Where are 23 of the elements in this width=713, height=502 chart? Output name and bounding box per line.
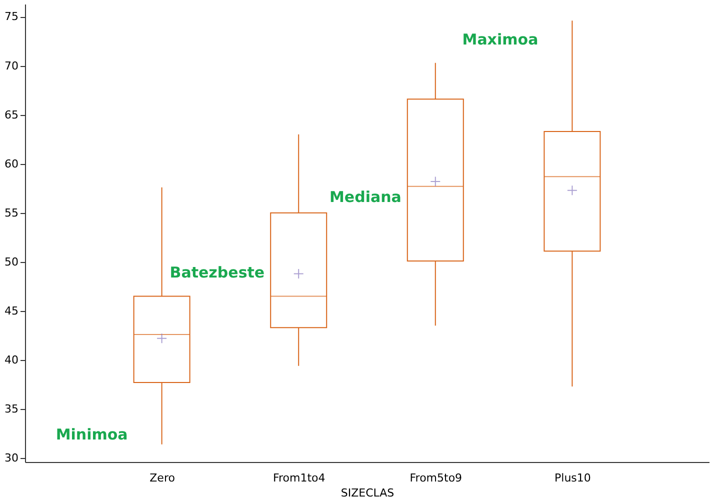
x-axis-title: SIZECLAS	[340, 486, 394, 500]
x-tick-label: Zero	[150, 472, 176, 484]
y-tick-label: 70	[4, 59, 18, 72]
y-tick-label: 50	[4, 255, 18, 268]
y-tick-label: 60	[4, 157, 18, 170]
x-tick-label: From5to9	[410, 472, 462, 484]
x-tick-label: Plus10	[554, 472, 591, 484]
annotation: Minimoa	[56, 426, 128, 444]
y-tick-label: 35	[4, 402, 18, 416]
y-tick-label: 30	[4, 452, 18, 465]
annotation: Mediana	[329, 188, 402, 206]
annotation: Maximoa	[462, 30, 538, 48]
point	[566, 185, 578, 196]
y-tick-label: 40	[4, 354, 18, 367]
x-tick-label: From1to4	[272, 472, 326, 484]
annotation: Batezbeste	[170, 264, 265, 282]
y-tick-label: 65	[4, 108, 18, 122]
point	[430, 176, 441, 187]
y-tick-label: 75	[4, 10, 18, 24]
y-tick-label: 55	[4, 206, 18, 220]
point	[156, 333, 168, 344]
point	[293, 268, 304, 279]
y-tick-label: 45	[4, 304, 18, 318]
